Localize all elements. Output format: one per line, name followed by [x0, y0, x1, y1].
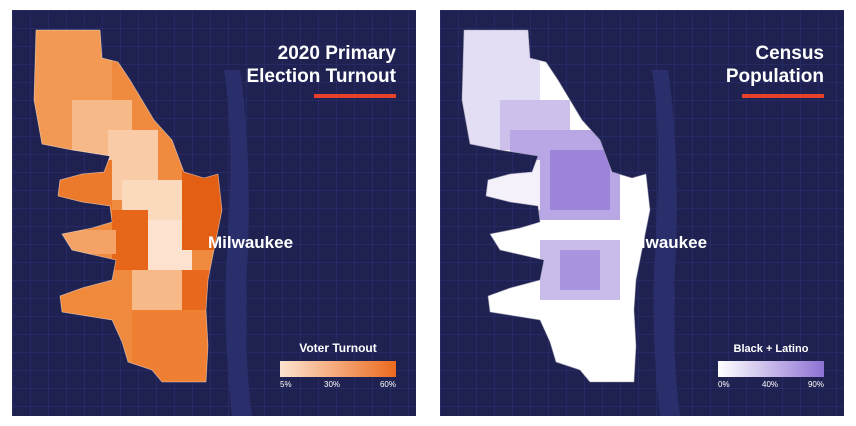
- map-panel-census: Census Population Milwaukee Black + Lati…: [440, 10, 844, 416]
- city-label: Milwaukee: [622, 233, 708, 252]
- legend-title: Black + Latino: [733, 343, 809, 355]
- legend-tick: 30%: [324, 380, 341, 389]
- lakeshore: [224, 70, 252, 416]
- legend-tick: 90%: [807, 380, 824, 389]
- city-boundary: [33, 29, 223, 383]
- city-boundary: [461, 29, 651, 383]
- title-accent-bar: [314, 94, 396, 98]
- map-panel-turnout: 2020 Primary Election Turnout Milwaukee …: [12, 10, 416, 416]
- legend-tick: 40%: [762, 380, 779, 389]
- census-map: [440, 10, 844, 416]
- turnout-legend: Voter Turnout 5% 30% 60%: [280, 341, 396, 392]
- legend-title: Voter Turnout: [299, 341, 377, 355]
- map-title: Census Population: [725, 43, 824, 87]
- lakeshore: [652, 70, 680, 416]
- turnout-map: [12, 10, 416, 416]
- title-accent-bar: [742, 94, 824, 98]
- map-title: 2020 Primary Election Turnout: [246, 43, 396, 87]
- legend-gradient-bar: [280, 361, 396, 377]
- city-label: Milwaukee: [208, 233, 294, 252]
- legend-ticks: 0% 40% 90%: [718, 380, 824, 392]
- legend-ticks: 5% 30% 60%: [280, 380, 396, 392]
- census-legend: Black + Latino 0% 40% 90%: [718, 343, 824, 392]
- legend-gradient-bar: [718, 361, 824, 377]
- legend-tick: 0%: [718, 380, 730, 389]
- legend-tick: 60%: [379, 380, 396, 389]
- legend-tick: 5%: [280, 380, 292, 389]
